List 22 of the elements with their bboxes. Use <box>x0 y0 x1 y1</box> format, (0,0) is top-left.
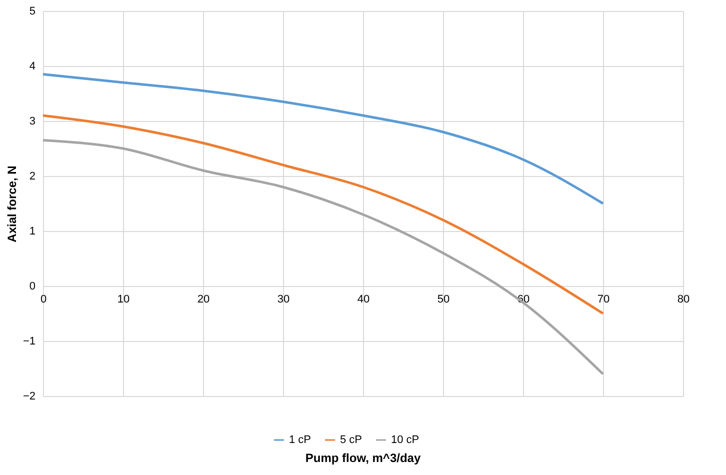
y-axis-title: Axial force, N <box>4 166 19 242</box>
y-tick-label: 5 <box>29 6 36 18</box>
x-tick-label: 50 <box>437 294 450 306</box>
x-tick-label: 30 <box>277 294 290 306</box>
y-tick-label: 0 <box>29 280 36 292</box>
y-tick-label: −2 <box>22 390 36 402</box>
x-tick-label: 0 <box>40 294 47 306</box>
x-axis-title: Pump flow, m^3/day <box>305 451 421 465</box>
y-tick-label: 1 <box>29 226 36 238</box>
x-tick-label: 80 <box>677 294 690 306</box>
x-tick-label: 40 <box>357 294 370 306</box>
x-tick-label: 20 <box>197 294 210 306</box>
legend-label: 1 cP <box>289 434 312 446</box>
line-series <box>42 73 604 205</box>
y-tick-label: 3 <box>29 116 36 128</box>
x-tick-label: 10 <box>117 294 130 306</box>
legend-label: 5 cP <box>340 434 362 446</box>
x-tick-label: 70 <box>597 294 610 306</box>
y-tick-label: 4 <box>29 60 36 72</box>
y-tick-label: −1 <box>22 336 36 348</box>
legend-label: 10 cP <box>391 434 420 446</box>
y-tick-label: 2 <box>29 170 36 182</box>
